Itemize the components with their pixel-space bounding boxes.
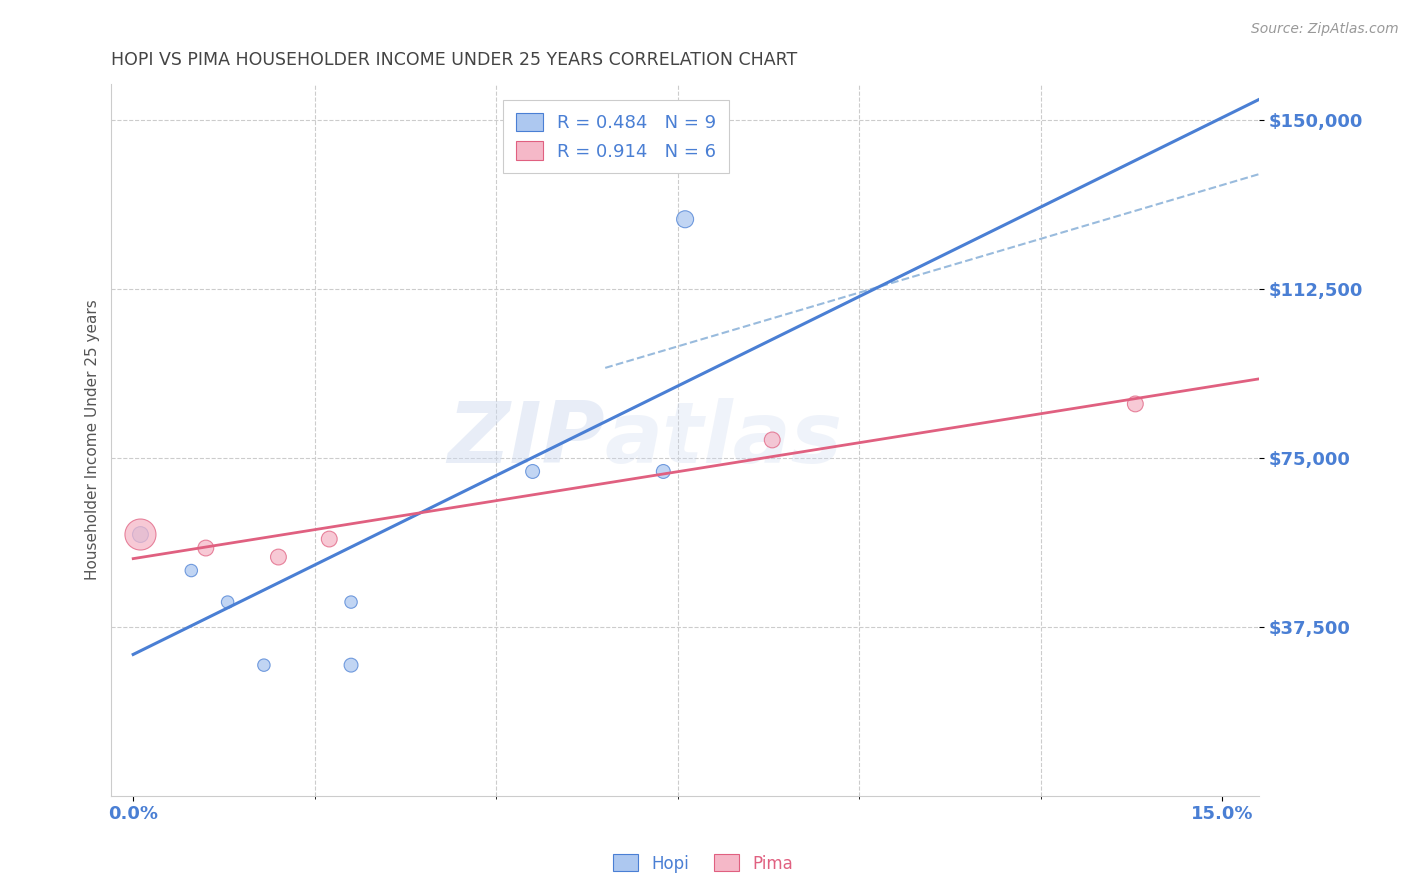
Point — [129, 527, 152, 541]
Point — [652, 465, 675, 479]
Point — [180, 564, 202, 578]
Point — [253, 658, 276, 673]
Point — [318, 532, 340, 546]
Text: ZIP: ZIP — [447, 399, 605, 482]
Point — [194, 541, 217, 555]
Text: HOPI VS PIMA HOUSEHOLDER INCOME UNDER 25 YEARS CORRELATION CHART: HOPI VS PIMA HOUSEHOLDER INCOME UNDER 25… — [111, 51, 797, 69]
Y-axis label: Householder Income Under 25 years: Householder Income Under 25 years — [86, 300, 100, 581]
Text: Source: ZipAtlas.com: Source: ZipAtlas.com — [1251, 22, 1399, 37]
Point — [217, 595, 239, 609]
Point — [522, 465, 544, 479]
Point — [340, 658, 363, 673]
Point — [1123, 397, 1146, 411]
Text: atlas: atlas — [605, 399, 844, 482]
Point — [267, 549, 290, 564]
Point — [129, 527, 152, 541]
Point — [673, 212, 696, 227]
Point — [340, 595, 363, 609]
Legend: Hopi, Pima: Hopi, Pima — [606, 847, 800, 880]
Legend: R = 0.484   N = 9, R = 0.914   N = 6: R = 0.484 N = 9, R = 0.914 N = 6 — [503, 100, 730, 173]
Point — [761, 433, 783, 447]
